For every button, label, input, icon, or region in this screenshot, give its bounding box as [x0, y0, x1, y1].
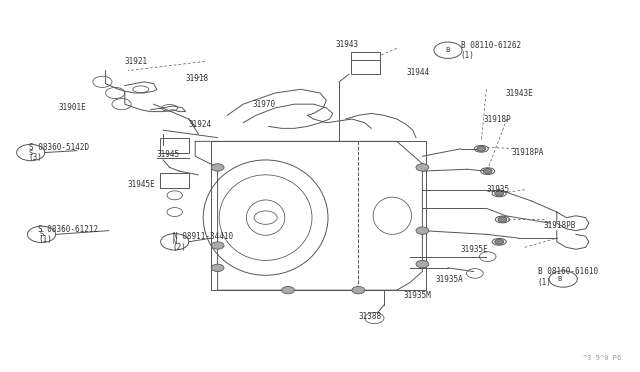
Circle shape — [495, 191, 504, 196]
Text: B 08160-61610
(1): B 08160-61610 (1) — [538, 267, 598, 287]
Text: S: S — [40, 231, 44, 237]
Text: 31918: 31918 — [186, 74, 209, 83]
Text: N: N — [173, 239, 177, 245]
Text: B: B — [558, 276, 562, 282]
Text: 31388: 31388 — [358, 312, 381, 321]
Text: 31945E: 31945E — [128, 180, 156, 189]
Text: 31901E: 31901E — [59, 103, 86, 112]
Circle shape — [477, 146, 486, 151]
Text: 31944: 31944 — [406, 68, 429, 77]
Circle shape — [211, 242, 224, 249]
Circle shape — [211, 164, 224, 171]
Circle shape — [416, 227, 429, 234]
Text: ^3 9^0 P6: ^3 9^0 P6 — [582, 355, 621, 361]
Bar — [351, 52, 380, 74]
Circle shape — [211, 264, 224, 272]
Circle shape — [483, 169, 492, 174]
Text: 31935: 31935 — [486, 185, 509, 194]
Text: 31935E: 31935E — [461, 245, 488, 254]
Text: N 08911-34410
(2): N 08911-34410 (2) — [173, 232, 233, 251]
Circle shape — [282, 286, 294, 294]
Circle shape — [416, 164, 429, 171]
Text: S: S — [29, 150, 33, 155]
Text: S 08360-5142D
(3): S 08360-5142D (3) — [29, 143, 89, 162]
Text: 31943: 31943 — [336, 40, 359, 49]
Circle shape — [416, 260, 429, 268]
Circle shape — [498, 217, 507, 222]
Text: 31943E: 31943E — [506, 89, 533, 97]
Bar — [160, 138, 189, 153]
Text: 31918PB: 31918PB — [544, 221, 577, 230]
Text: 31921: 31921 — [125, 57, 148, 66]
Text: B: B — [446, 47, 450, 53]
Text: 31935M: 31935M — [403, 291, 431, 300]
Text: 31935A: 31935A — [435, 275, 463, 283]
Text: B 08110-61262
(1): B 08110-61262 (1) — [461, 41, 521, 60]
Text: 31918P: 31918P — [483, 115, 511, 124]
Text: 31970: 31970 — [253, 100, 276, 109]
Text: 31945: 31945 — [157, 150, 180, 159]
Bar — [160, 173, 189, 188]
Circle shape — [352, 286, 365, 294]
Text: 31918PA: 31918PA — [512, 148, 545, 157]
Circle shape — [495, 239, 504, 244]
Text: S 08360-61212
(1): S 08360-61212 (1) — [38, 225, 99, 244]
Text: 31924: 31924 — [189, 120, 212, 129]
